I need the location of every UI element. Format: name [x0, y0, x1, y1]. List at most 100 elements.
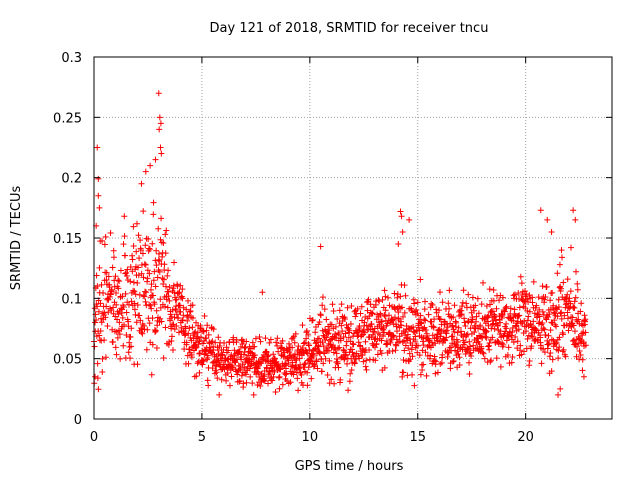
data-point — [577, 352, 584, 359]
data-point — [164, 304, 171, 311]
data-point — [140, 292, 147, 299]
data-point — [214, 375, 221, 382]
data-point — [167, 311, 174, 318]
data-point — [404, 331, 411, 338]
data-point — [564, 276, 571, 283]
data-point — [132, 311, 139, 318]
data-point — [200, 358, 207, 365]
data-point — [261, 373, 268, 380]
data-point — [205, 331, 212, 338]
data-point — [564, 291, 571, 298]
data-point — [144, 326, 151, 333]
data-point — [464, 346, 471, 353]
data-point — [461, 319, 468, 326]
data-point — [485, 312, 492, 319]
data-point — [539, 319, 546, 326]
data-point — [432, 370, 439, 377]
data-point — [451, 302, 458, 309]
data-point — [188, 354, 195, 361]
data-point — [405, 345, 412, 352]
data-point — [456, 362, 463, 369]
y-tick-label: 0.05 — [53, 353, 82, 368]
data-point — [125, 301, 132, 308]
data-point — [400, 369, 407, 376]
data-point — [282, 371, 289, 378]
data-point — [186, 308, 193, 315]
data-point — [138, 180, 145, 187]
data-point — [553, 304, 560, 311]
data-point — [356, 355, 363, 362]
data-point — [155, 225, 162, 232]
data-point — [98, 319, 105, 326]
data-point — [184, 312, 191, 319]
data-points — [91, 90, 589, 398]
data-point — [497, 319, 504, 326]
data-point — [387, 339, 394, 346]
data-point — [582, 342, 589, 349]
data-point — [458, 311, 465, 318]
data-point — [561, 312, 568, 319]
data-point — [503, 303, 510, 310]
data-point — [417, 371, 424, 378]
data-point — [530, 318, 537, 325]
data-point — [149, 240, 156, 247]
data-point — [393, 342, 400, 349]
data-point — [157, 236, 164, 243]
data-point — [409, 371, 416, 378]
data-point — [166, 284, 173, 291]
data-point — [275, 348, 282, 355]
data-point — [151, 268, 158, 275]
data-point — [384, 294, 391, 301]
data-point — [320, 343, 327, 350]
data-point — [344, 360, 351, 367]
data-point — [165, 267, 172, 274]
data-point — [232, 359, 239, 366]
data-point — [550, 337, 557, 344]
data-point — [199, 347, 206, 354]
data-point — [127, 278, 134, 285]
data-point — [391, 314, 398, 321]
data-point — [267, 371, 274, 378]
data-point — [197, 334, 204, 341]
data-point — [555, 296, 562, 303]
data-point — [361, 319, 368, 326]
data-point — [338, 301, 345, 308]
data-point — [546, 311, 553, 318]
data-point — [105, 309, 112, 316]
data-point — [301, 361, 308, 368]
data-point — [215, 334, 222, 341]
data-point — [545, 313, 552, 320]
data-point — [315, 342, 322, 349]
data-point — [386, 312, 393, 319]
data-point — [511, 291, 518, 298]
data-point — [452, 343, 459, 350]
data-point — [392, 347, 399, 354]
data-point — [157, 304, 164, 311]
data-point — [376, 331, 383, 338]
data-point — [421, 306, 428, 313]
data-point — [410, 328, 417, 335]
data-point — [521, 317, 528, 324]
data-point — [156, 257, 163, 264]
data-point — [313, 358, 320, 365]
data-point — [99, 237, 106, 244]
data-point — [277, 366, 284, 373]
data-point — [105, 273, 112, 280]
data-point — [107, 230, 114, 237]
data-point — [102, 314, 109, 321]
data-point — [397, 293, 404, 300]
data-point — [350, 351, 357, 358]
data-point — [416, 327, 423, 334]
data-point — [447, 365, 454, 372]
data-point — [179, 317, 186, 324]
data-point — [153, 247, 160, 254]
data-point — [123, 273, 130, 280]
data-point — [121, 233, 128, 240]
data-point — [148, 371, 155, 378]
data-point — [263, 349, 270, 356]
data-point — [544, 216, 551, 223]
data-point — [398, 322, 405, 329]
data-point — [236, 378, 243, 385]
data-point — [348, 366, 355, 373]
data-point — [494, 322, 501, 329]
